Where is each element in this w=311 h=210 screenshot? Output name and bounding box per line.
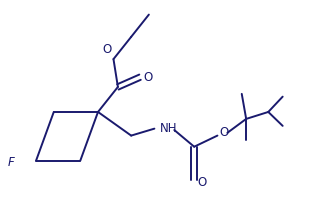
Text: NH: NH	[160, 122, 177, 135]
Text: O: O	[220, 126, 229, 139]
Text: O: O	[143, 71, 153, 84]
Text: O: O	[102, 43, 111, 56]
Text: O: O	[197, 176, 207, 189]
Text: F: F	[7, 156, 14, 168]
